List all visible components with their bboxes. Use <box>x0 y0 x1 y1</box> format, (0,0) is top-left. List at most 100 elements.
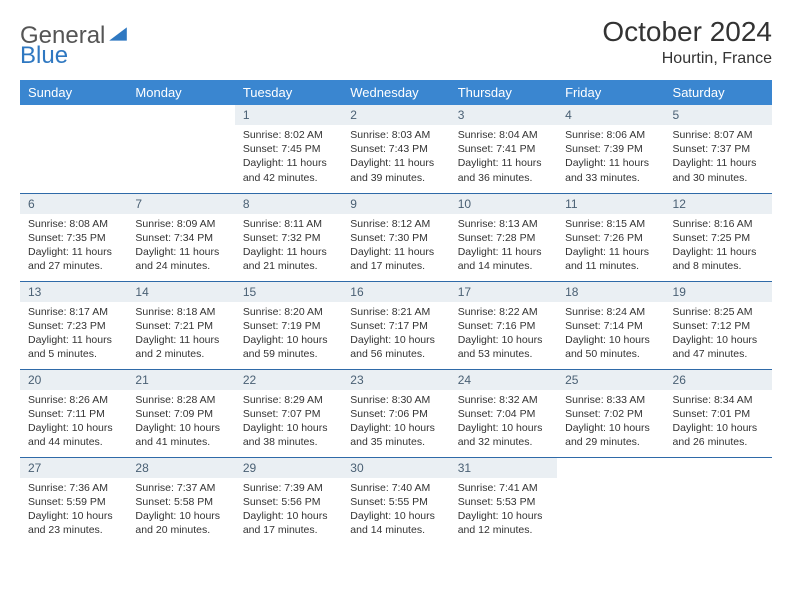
day-content: Sunrise: 7:39 AM Sunset: 5:56 PM Daylight:… <box>235 478 342 544</box>
sunset-line: Sunset: 7:39 PM <box>565 143 643 155</box>
day-number: 21 <box>127 370 234 390</box>
day-content: Sunrise: 8:33 AMSunset: 7:02 PMDaylight:… <box>557 390 664 456</box>
sunset-line: Sunset: 5:53 PM <box>458 496 536 508</box>
calendar-row: 27Sunrise: 7:36 AMSunset: 5:59 PMDayligh… <box>20 457 772 545</box>
daylight-line: Daylight: 10 hours and 59 minutes. <box>243 334 328 360</box>
day-number: 8 <box>235 194 342 214</box>
calendar-cell: 2Sunrise: 8:03 AMSunset: 7:43 PMDaylight… <box>342 105 449 193</box>
calendar-row: 13Sunrise: 8:17 AMSunset: 7:23 PMDayligh… <box>20 281 772 369</box>
sunrise-line: Sunrise: 8:34 AM <box>673 394 753 406</box>
sunset-line: Sunset: 7:37 PM <box>673 143 751 155</box>
daylight-line: Daylight: 10 hours and 50 minutes. <box>565 334 650 360</box>
calendar-cell: 22Sunrise: 8:29 AMSunset: 7:07 PMDayligh… <box>235 369 342 457</box>
calendar-cell-empty <box>557 457 664 545</box>
sunset-line: Sunset: 5:58 PM <box>135 496 213 508</box>
sunset-line: Sunset: 7:06 PM <box>350 408 428 420</box>
calendar-cell: 24Sunrise: 8:32 AMSunset: 7:04 PMDayligh… <box>450 369 557 457</box>
sunrise-line: Sunrise: 7:39 AM <box>243 482 323 494</box>
day-content: Sunrise: 8:32 AMSunset: 7:04 PMDaylight:… <box>450 390 557 456</box>
calendar-cell-empty <box>20 105 127 193</box>
day-content: Sunrise: 8:18 AMSunset: 7:21 PMDaylight:… <box>127 302 234 368</box>
sunrise-line: Sunrise: 8:12 AM <box>350 218 430 230</box>
sunset-line: Sunset: 7:16 PM <box>458 320 536 332</box>
calendar-cell: 21Sunrise: 8:28 AMSunset: 7:09 PMDayligh… <box>127 369 234 457</box>
daylight-line: Daylight: 10 hours and 35 minutes. <box>350 422 435 448</box>
day-content: Sunrise: 8:21 AMSunset: 7:17 PMDaylight:… <box>342 302 449 368</box>
day-content: Sunrise: 8:34 AMSunset: 7:01 PMDaylight:… <box>665 390 772 456</box>
sunrise-line: Sunrise: 8:15 AM <box>565 218 645 230</box>
sunset-line: Sunset: 7:12 PM <box>673 320 751 332</box>
daylight-line: Daylight: 10 hours and 41 minutes. <box>135 422 220 448</box>
sunrise-line: Sunrise: 8:11 AM <box>243 218 322 230</box>
sunset-line: Sunset: 7:35 PM <box>28 232 106 244</box>
sunset-line: Sunset: 7:02 PM <box>565 408 643 420</box>
day-header-row: SundayMondayTuesdayWednesdayThursdayFrid… <box>20 80 772 105</box>
day-number: 31 <box>450 458 557 478</box>
day-number: 30 <box>342 458 449 478</box>
day-content: Sunrise: 8:16 AMSunset: 7:25 PMDaylight:… <box>665 214 772 280</box>
daylight-line: Daylight: 11 hours and 14 minutes. <box>458 246 542 272</box>
day-number: 26 <box>665 370 772 390</box>
sunrise-line: Sunrise: 8:33 AM <box>565 394 645 406</box>
sunrise-line: Sunrise: 7:36 AM <box>28 482 108 494</box>
sunrise-line: Sunrise: 8:28 AM <box>135 394 215 406</box>
daylight-line: Daylight: 10 hours and 14 minutes. <box>350 510 435 536</box>
sunset-line: Sunset: 7:28 PM <box>458 232 536 244</box>
day-content: Sunrise: 7:41 AM Sunset: 5:53 PM Daylight:… <box>450 478 557 544</box>
day-number: 5 <box>665 105 772 125</box>
calendar-cell: 14Sunrise: 8:18 AMSunset: 7:21 PMDayligh… <box>127 281 234 369</box>
calendar-cell: 27Sunrise: 7:36 AMSunset: 5:59 PMDayligh… <box>20 457 127 545</box>
day-content: Sunrise: 8:30 AMSunset: 7:06 PMDaylight:… <box>342 390 449 456</box>
day-number: 24 <box>450 370 557 390</box>
header: General October 2024 Hourtin, France <box>20 16 772 68</box>
day-number: 22 <box>235 370 342 390</box>
daylight-line: Daylight: 11 hours and 5 minutes. <box>28 334 112 360</box>
sunrise-line: Sunrise: 8:04 AM <box>458 129 538 141</box>
logo-triangle-icon <box>107 23 129 45</box>
sunset-line: Sunset: 5:56 PM <box>243 496 321 508</box>
sunset-line: Sunset: 7:11 PM <box>28 408 105 420</box>
day-header-thursday: Thursday <box>450 80 557 105</box>
day-number: 27 <box>20 458 127 478</box>
calendar-cell: 12Sunrise: 8:16 AMSunset: 7:25 PMDayligh… <box>665 193 772 281</box>
sunrise-line: Sunrise: 8:24 AM <box>565 306 645 318</box>
daylight-line: Daylight: 10 hours and 38 minutes. <box>243 422 328 448</box>
daylight-line: Daylight: 11 hours and 21 minutes. <box>243 246 327 272</box>
day-content: Sunrise: 8:20 AMSunset: 7:19 PMDaylight:… <box>235 302 342 368</box>
calendar-cell: 10Sunrise: 8:13 AMSunset: 7:28 PMDayligh… <box>450 193 557 281</box>
day-number: 14 <box>127 282 234 302</box>
sunrise-line: Sunrise: 8:20 AM <box>243 306 323 318</box>
calendar-cell: 13Sunrise: 8:17 AMSunset: 7:23 PMDayligh… <box>20 281 127 369</box>
sunrise-line: Sunrise: 8:02 AM <box>243 129 323 141</box>
day-content: Sunrise: 8:13 AM Sunset: 7:28 PM Daylight:… <box>450 214 557 280</box>
sunrise-line: Sunrise: 8:13 AM <box>458 218 538 230</box>
calendar-cell: 28Sunrise: 7:37 AMSunset: 5:58 PMDayligh… <box>127 457 234 545</box>
calendar-cell: 20Sunrise: 8:26 AMSunset: 7:11 PMDayligh… <box>20 369 127 457</box>
calendar-row: 1Sunrise: 8:02 AMSunset: 7:45 PMDaylight… <box>20 105 772 193</box>
daylight-line: Daylight: 10 hours and 17 minutes. <box>243 510 328 536</box>
day-header-friday: Friday <box>557 80 664 105</box>
sunrise-line: Sunrise: 8:06 AM <box>565 129 645 141</box>
day-header-saturday: Saturday <box>665 80 772 105</box>
day-number: 13 <box>20 282 127 302</box>
day-content: Sunrise: 8:26 AMSunset: 7:11 PMDaylight:… <box>20 390 127 456</box>
sunrise-line: Sunrise: 8:07 AM <box>673 129 753 141</box>
day-content: Sunrise: 8:02 AMSunset: 7:45 PMDaylight:… <box>235 125 342 191</box>
calendar-cell: 31 Sunrise: 7:41 AM Sunset: 5:53 PM Dayligh… <box>450 457 557 545</box>
day-number: 12 <box>665 194 772 214</box>
sunrise-line: Sunrise: 8:17 AM <box>28 306 108 318</box>
calendar-cell: 8Sunrise: 8:11 AMSunset: 7:32 PMDaylight… <box>235 193 342 281</box>
day-number: 18 <box>557 282 664 302</box>
daylight-line: Daylight: 10 hours and 12 minutes. <box>458 510 543 536</box>
sunset-line: Sunset: 7:45 PM <box>243 143 321 155</box>
daylight-line: Daylight: 11 hours and 24 minutes. <box>135 246 219 272</box>
daylight-line: Daylight: 10 hours and 56 minutes. <box>350 334 435 360</box>
day-number: 17 <box>450 282 557 302</box>
sunrise-line: Sunrise: 8:25 AM <box>673 306 753 318</box>
day-content: Sunrise: 8:06 AMSunset: 7:39 PMDaylight:… <box>557 125 664 191</box>
day-number: 25 <box>557 370 664 390</box>
sunset-line: Sunset: 7:41 PM <box>458 143 536 155</box>
day-number: 20 <box>20 370 127 390</box>
sunrise-line: Sunrise: 7:41 AM <box>458 482 538 494</box>
day-number: 7 <box>127 194 234 214</box>
